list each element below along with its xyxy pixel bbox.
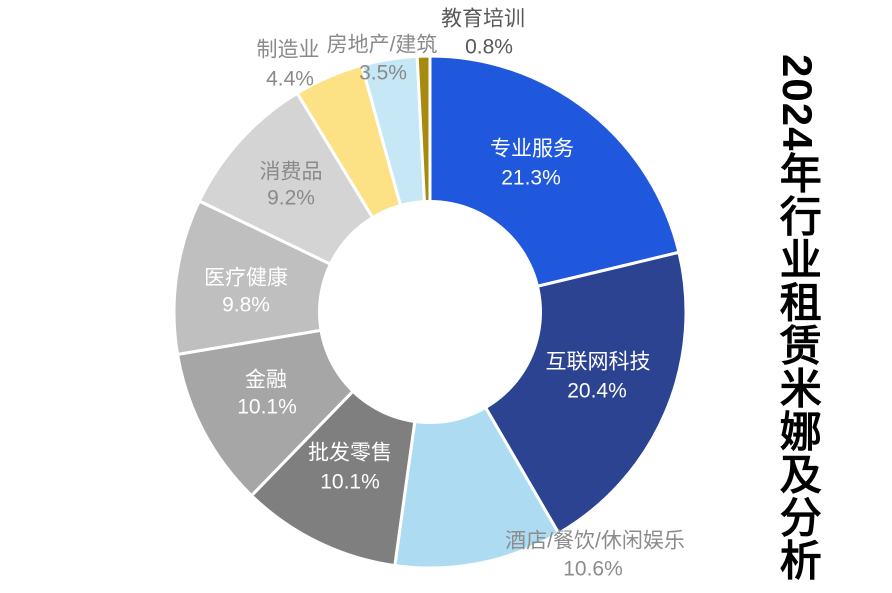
donut-hole (318, 200, 542, 424)
slice-name-label-9: 房地产/建筑 (327, 34, 438, 57)
slice-pct-label-6: 9.8% (222, 294, 270, 317)
slice-pct-label-5: 10.1% (237, 396, 297, 419)
slice-pct-label-4: 10.1% (320, 471, 380, 494)
slice-name-label-6: 医疗健康 (204, 267, 288, 290)
slice-name-label-2: 互联网科技 (546, 351, 651, 374)
slice-pct-label-8: 4.4% (266, 68, 314, 91)
slice-name-label-8: 制造业 (257, 39, 320, 62)
slice-name-label-4: 批发零售 (308, 442, 392, 465)
slice-pct-label-1: 21.3% (501, 167, 561, 190)
slice-name-label-7: 消费品 (260, 161, 323, 184)
slice-name-label-1: 专业服务 (490, 138, 574, 161)
slice-pct-label-7: 9.2% (267, 187, 315, 210)
slice-name-label-10: 教育培训 (441, 8, 525, 31)
slice-name-label-3: 酒店/餐饮/休闲娱乐 (505, 530, 685, 553)
slice-name-label-5: 金融 (245, 369, 287, 392)
slice-pct-label-2: 20.4% (567, 380, 627, 403)
slice-pct-label-10: 0.8% (465, 36, 513, 59)
slice-pct-label-3: 10.6% (563, 558, 623, 581)
slice-pct-label-9: 3.5% (359, 62, 407, 85)
chart-title-vertical: 2024年行业租赁米娜及分析 (774, 54, 822, 582)
